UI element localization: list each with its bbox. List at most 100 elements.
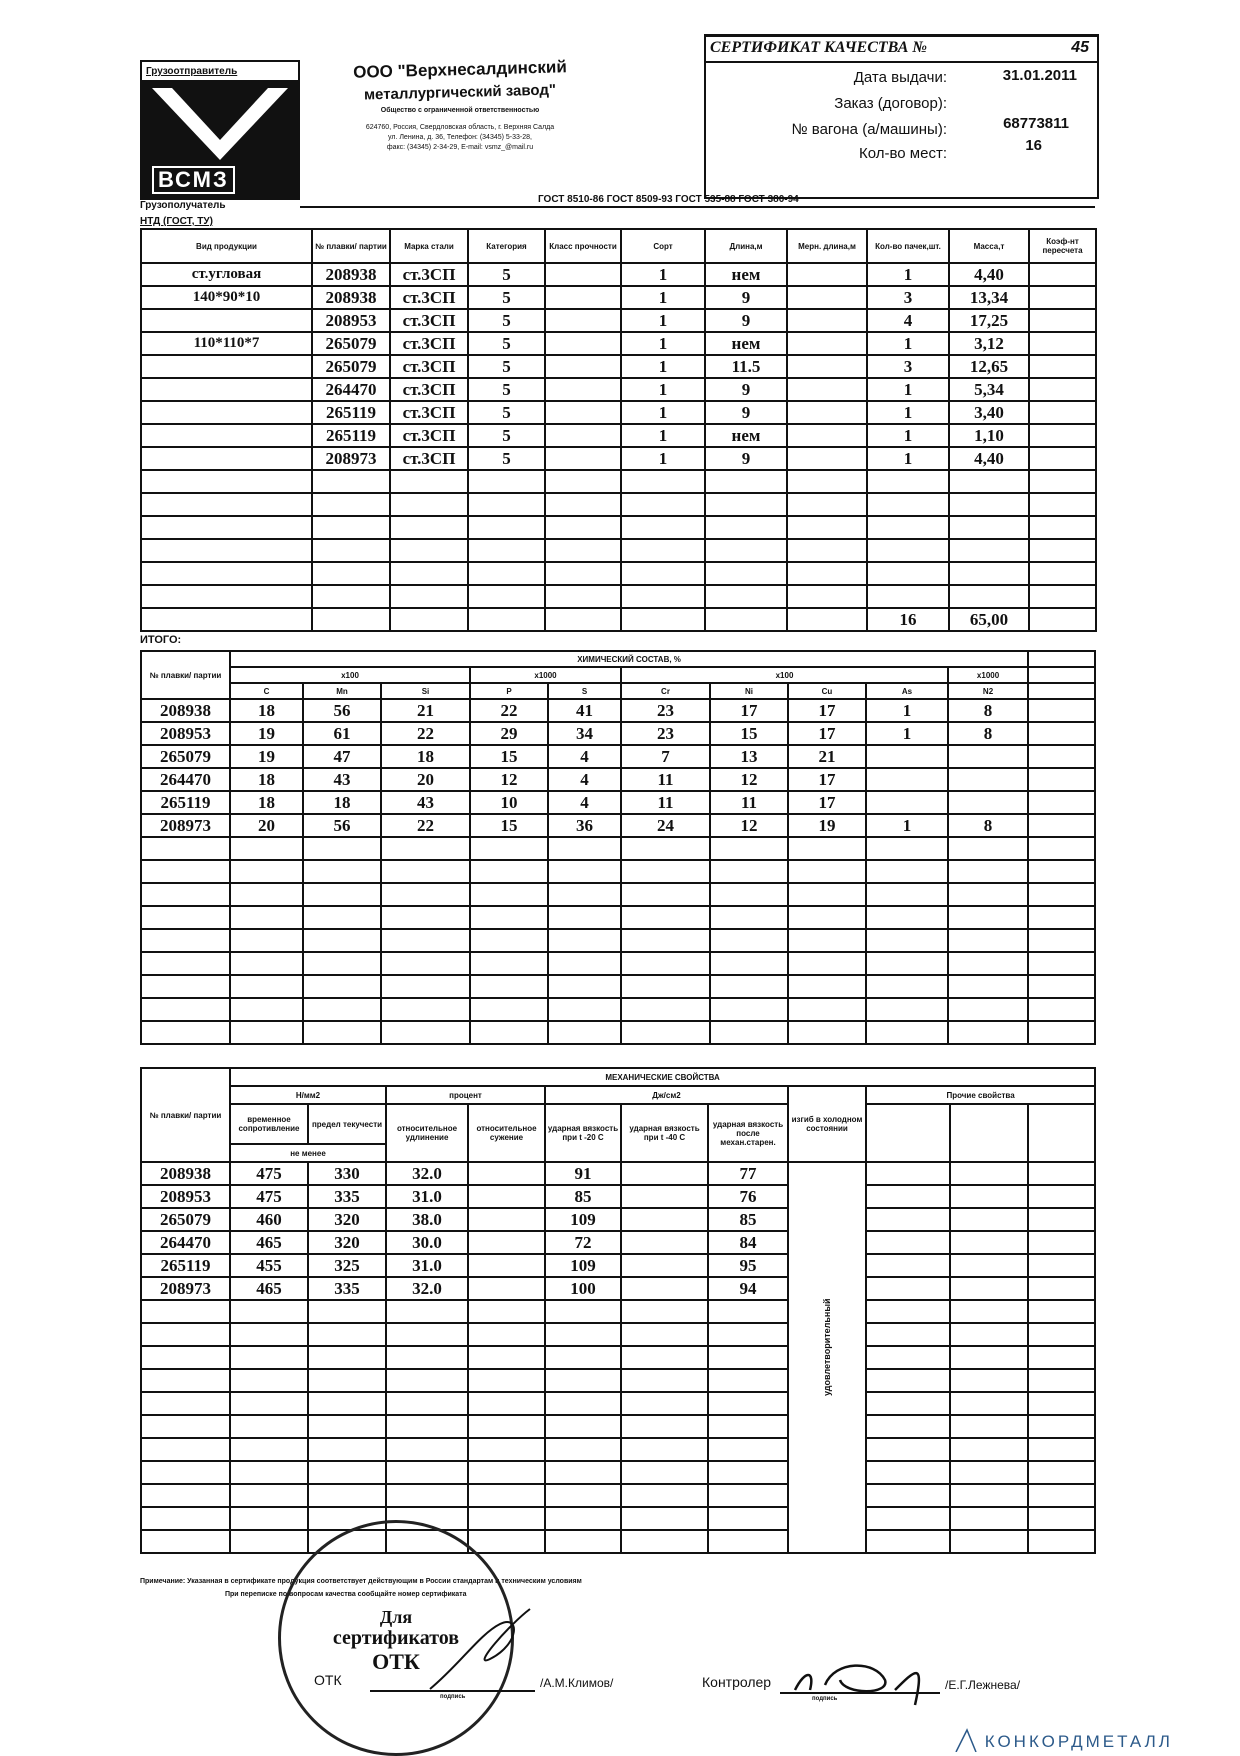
mech-empty-row: [140, 1391, 1097, 1416]
products-empty-row: [140, 515, 1097, 540]
chem-cell: 22: [469, 698, 549, 723]
mech-cell: [229, 1506, 309, 1531]
bend-result-cell: удовлетворительный: [787, 1161, 867, 1554]
chem-cell: 8: [946, 721, 1030, 746]
watermark-mountain-icon: [955, 1728, 977, 1753]
products-header-cell: Вид продукции: [140, 228, 313, 264]
products-cell: [620, 561, 706, 586]
products-cell: 16: [866, 607, 950, 632]
products-cell: 17,25: [948, 308, 1030, 333]
mech-cell: [544, 1414, 622, 1439]
chem-cell: [140, 859, 231, 884]
chem-blank-header: [1027, 682, 1097, 700]
mech-row: 208953 475 335 31.0 85 76: [140, 1184, 1097, 1209]
consignee-label: Грузополучатель: [140, 200, 226, 211]
products-cell: ст.3СП: [389, 308, 469, 333]
chem-cell: [1027, 882, 1097, 907]
mech-cell: [229, 1345, 309, 1370]
mech-empty-row: [140, 1345, 1097, 1370]
mech-cell: 91: [544, 1161, 622, 1186]
mech-cell: [949, 1299, 1029, 1324]
products-cell: [620, 492, 706, 517]
company-name-1: ООО "Верхнесалдинский: [352, 57, 567, 82]
mech-cell: [949, 1184, 1029, 1209]
products-row: 140*90*10 208938 ст.3СП 5 1 9 3 13,34: [140, 285, 1097, 310]
products-cell: [467, 607, 546, 632]
mech-cell: [140, 1414, 231, 1439]
mech-cell: [707, 1391, 789, 1416]
company-name-2: металлургический завод": [363, 81, 557, 104]
products-cell: 9: [704, 400, 788, 425]
chem-element-header: Ni: [709, 682, 789, 700]
mech-cell: [620, 1253, 709, 1278]
products-cell: 265079: [311, 354, 391, 379]
products-empty-row: [140, 561, 1097, 586]
mech-cell: [949, 1483, 1029, 1508]
chem-cell: [946, 951, 1030, 976]
chem-cell: [865, 744, 949, 769]
chem-empty-row: [140, 997, 1097, 1022]
chem-cell: [469, 836, 549, 861]
mech-cell: [307, 1460, 387, 1485]
products-cell: [544, 561, 622, 586]
chem-cell: [620, 836, 711, 861]
products-cell: 5: [467, 446, 546, 471]
products-cell: [311, 607, 391, 632]
mech-cell: [949, 1368, 1029, 1393]
mech-cell: [307, 1368, 387, 1393]
chem-cell: [229, 905, 304, 930]
chem-row: 264470 18 43 20 12 4 11 12 17: [140, 767, 1097, 792]
products-cell: 5: [467, 354, 546, 379]
chem-cell: [547, 859, 622, 884]
chem-cell: [547, 1020, 622, 1045]
products-cell: [786, 492, 868, 517]
chem-cell: [865, 974, 949, 999]
mech-cell: [140, 1437, 231, 1462]
products-cell: нем: [704, 262, 788, 287]
chem-element-header: Cr: [620, 682, 711, 700]
products-cell: 1: [866, 400, 950, 425]
chem-cell: [709, 836, 789, 861]
mech-cell: [467, 1368, 546, 1393]
chem-cell: [865, 767, 949, 792]
chem-cell: [469, 882, 549, 907]
mech-cell: [865, 1414, 951, 1439]
mech-heat-header: № плавки/ партии: [140, 1067, 231, 1163]
chem-cell: [709, 1020, 789, 1045]
mech-cell: [307, 1414, 387, 1439]
products-cell: [620, 469, 706, 494]
mech-cell: [707, 1437, 789, 1462]
products-cell: 1: [866, 262, 950, 287]
chem-cell: [1027, 744, 1097, 769]
products-header-cell: № плавки/ партии: [311, 228, 391, 264]
mech-cell: 208953: [140, 1184, 231, 1209]
mech-cell: [467, 1483, 546, 1508]
chem-cell: 18: [380, 744, 471, 769]
mech-tensile-header: временное сопротивление: [229, 1103, 309, 1145]
chem-cell: [302, 905, 382, 930]
chem-element-header: Si: [380, 682, 471, 700]
products-cell: 9: [704, 308, 788, 333]
mech-cell: [865, 1368, 951, 1393]
chem-cell: [380, 974, 471, 999]
products-row: 265119 ст.3СП 5 1 9 1 3,40: [140, 400, 1097, 425]
chem-cell: 20: [380, 767, 471, 792]
products-cell: нем: [704, 331, 788, 356]
products-cell: ст.3СП: [389, 285, 469, 310]
products-cell: 140*90*10: [140, 285, 313, 310]
mech-cell: [544, 1299, 622, 1324]
products-cell: [467, 561, 546, 586]
chem-cell: [1027, 974, 1097, 999]
products-cell: [1028, 354, 1097, 379]
certificate-number: 45: [1071, 39, 1089, 56]
products-cell: 110*110*7: [140, 331, 313, 356]
otk-signature-line: [370, 1690, 535, 1692]
products-cell: [1028, 538, 1097, 563]
chem-row: 208973 20 56 22 15 36 24 12 19 1 8: [140, 813, 1097, 838]
mech-cell: [620, 1529, 709, 1554]
chem-empty-row: [140, 882, 1097, 907]
products-cell: [140, 538, 313, 563]
mech-cell: [140, 1368, 231, 1393]
chem-cell: [547, 882, 622, 907]
products-cell: [786, 262, 868, 287]
